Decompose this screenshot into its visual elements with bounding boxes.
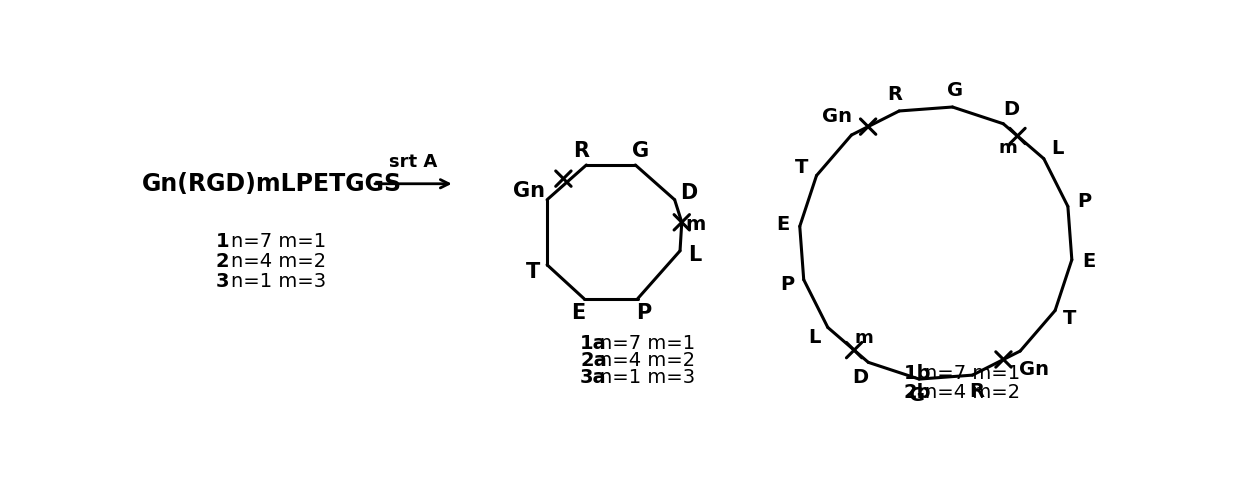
Text: P: P <box>636 303 651 323</box>
Text: T: T <box>1063 309 1076 329</box>
Text: D: D <box>852 367 868 387</box>
Text: 1a: 1a <box>580 334 606 353</box>
Text: 1b: 1b <box>904 365 931 384</box>
Text: n=7 m=1: n=7 m=1 <box>600 334 696 353</box>
Text: T: T <box>526 262 541 282</box>
Text: P: P <box>780 274 795 294</box>
Text: D: D <box>1003 100 1019 118</box>
Text: P: P <box>1078 193 1091 211</box>
Text: n=1 m=3: n=1 m=3 <box>600 367 696 387</box>
Text: n=4 m=2: n=4 m=2 <box>231 252 326 271</box>
Text: n=1 m=3: n=1 m=3 <box>231 272 326 291</box>
Text: R: R <box>887 85 903 104</box>
Text: E: E <box>1083 252 1095 271</box>
Text: n=4 m=2: n=4 m=2 <box>925 383 1021 402</box>
Text: R: R <box>970 382 985 401</box>
Text: 3a: 3a <box>580 367 606 387</box>
Text: E: E <box>572 303 585 323</box>
Text: 2a: 2a <box>580 351 606 370</box>
Text: m: m <box>998 139 1018 157</box>
Text: T: T <box>795 158 808 177</box>
Text: m: m <box>686 215 706 233</box>
Text: Gn: Gn <box>1019 360 1049 379</box>
Text: m: m <box>854 329 873 347</box>
Text: L: L <box>1052 139 1064 158</box>
Text: Gn: Gn <box>513 181 546 201</box>
Text: G: G <box>946 80 962 100</box>
Text: L: L <box>808 329 821 347</box>
Text: G: G <box>909 387 925 405</box>
Text: D: D <box>680 183 697 203</box>
Text: n=7 m=1: n=7 m=1 <box>231 232 326 251</box>
Text: 1: 1 <box>216 232 229 251</box>
Text: E: E <box>776 215 790 234</box>
Text: R: R <box>573 140 589 160</box>
Text: Gn(RGD)mLPETGGS: Gn(RGD)mLPETGGS <box>143 172 402 196</box>
Text: n=7 m=1: n=7 m=1 <box>925 365 1021 384</box>
Text: 2: 2 <box>216 252 229 271</box>
Text: 2b: 2b <box>904 383 931 402</box>
Text: G: G <box>632 140 650 160</box>
Text: 3: 3 <box>216 272 229 291</box>
Text: L: L <box>688 245 702 265</box>
Text: n=4 m=2: n=4 m=2 <box>600 351 696 370</box>
Text: Gn: Gn <box>822 107 852 126</box>
Text: srt A: srt A <box>389 153 438 171</box>
